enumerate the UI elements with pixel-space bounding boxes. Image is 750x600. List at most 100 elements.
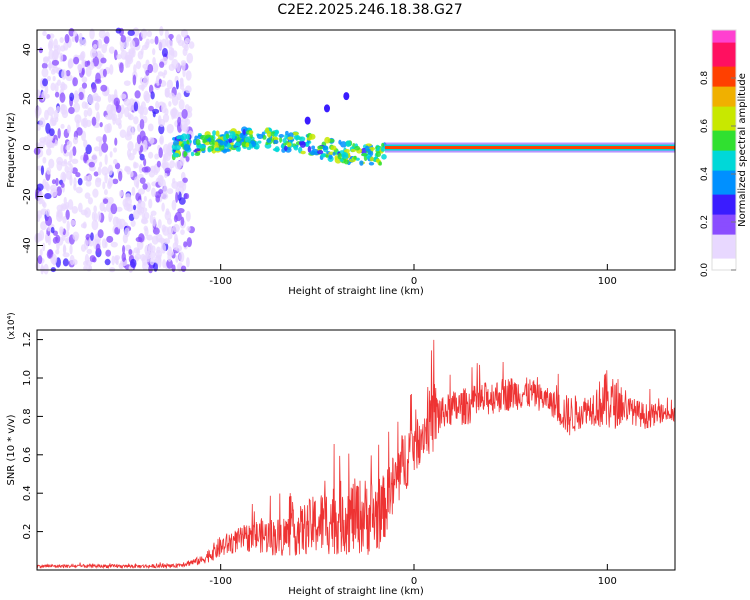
spectrogram-noise-cell bbox=[127, 152, 135, 161]
spectrogram-noise-cell bbox=[174, 211, 182, 222]
colorbar-step bbox=[712, 266, 736, 271]
colorbar-step bbox=[712, 214, 736, 219]
spectrogram-noise-cell bbox=[69, 92, 75, 102]
spectrogram-noise-cell bbox=[54, 91, 60, 98]
figure-title: C2E2.2025.246.18.38.G27 bbox=[277, 2, 462, 18]
spectrogram-trace-cell bbox=[195, 138, 201, 146]
spectrogram-ytick-label: 20 bbox=[22, 92, 33, 105]
spectrogram-noise-cell bbox=[95, 177, 102, 183]
spectrogram-noise-cell bbox=[169, 160, 176, 169]
spectrogram-noise-cell bbox=[184, 192, 190, 200]
spectrogram-noise-cell bbox=[99, 122, 103, 128]
spectrogram-trace-cell bbox=[284, 133, 288, 140]
spectrogram-noise-cell bbox=[60, 182, 65, 188]
spectrogram-noise-cell bbox=[183, 120, 188, 131]
spectrogram-noise-cell bbox=[45, 148, 52, 156]
spectrogram-noise-cell bbox=[124, 196, 132, 207]
spectrogram-noise-cell bbox=[56, 156, 64, 165]
spectrogram-noise-cell bbox=[139, 77, 144, 84]
spectrogram-noise-cell bbox=[40, 208, 48, 216]
spectrogram-noise-cell bbox=[48, 158, 55, 169]
spectrogram-noise-cell bbox=[61, 69, 67, 80]
spectrogram-noise-cell bbox=[168, 47, 174, 56]
spectrogram-trace-cell bbox=[186, 139, 190, 145]
spectrogram-noise-cell bbox=[180, 120, 185, 131]
spectrogram-noise-cell bbox=[38, 229, 45, 241]
spectrogram-streak-cell bbox=[324, 104, 330, 113]
spectrogram-noise-cell bbox=[85, 180, 92, 187]
spectrogram-frame bbox=[36, 29, 676, 271]
colorbar-step bbox=[712, 130, 736, 135]
spectrogram-noise-cell bbox=[163, 238, 171, 245]
spectrogram-noise-cell bbox=[142, 139, 148, 151]
spectrogram-noise-cell bbox=[124, 227, 130, 238]
spectrogram-noise-cell bbox=[168, 33, 174, 40]
spectrogram-trace-cell bbox=[299, 136, 306, 142]
spectrogram-noise-cell bbox=[182, 47, 188, 57]
spectrogram-trace-cell bbox=[369, 150, 374, 156]
spectrogram-noise-cell bbox=[47, 106, 55, 116]
spectrogram-noise-cell bbox=[91, 153, 98, 165]
spectrogram-noise-cell bbox=[127, 141, 134, 152]
spectrogram-noise-cell bbox=[47, 226, 51, 232]
spectrogram-noise-cell bbox=[158, 39, 163, 51]
spectrogram-noise-cell bbox=[71, 36, 76, 42]
spectrogram-noise-cell bbox=[103, 189, 108, 196]
spectrogram-noise-cell bbox=[118, 190, 124, 198]
spectrogram-trace-cell bbox=[344, 148, 350, 153]
spectrogram-noise-cell bbox=[72, 93, 80, 104]
spectrogram-noise-cell bbox=[111, 255, 115, 266]
spectrogram-noise-cell bbox=[166, 258, 173, 269]
spectrogram-noise-cell bbox=[182, 177, 188, 183]
spectrogram-noise-cell bbox=[119, 62, 124, 74]
spectrogram-trace-cell bbox=[378, 161, 382, 166]
spectrogram-noise-cell bbox=[104, 172, 108, 184]
spectrogram-noise-cell bbox=[44, 192, 52, 200]
spectrogram-noise-cell bbox=[158, 118, 166, 127]
spectrogram-streak-cell bbox=[343, 92, 350, 101]
spectrogram-trace-cell bbox=[207, 147, 212, 153]
spectrogram-noise-cell bbox=[146, 234, 153, 241]
spectrogram-noise-cell bbox=[93, 171, 99, 177]
colorbar-step bbox=[712, 34, 736, 39]
spectrogram-noise-cell bbox=[45, 122, 51, 134]
spectrogram-noise-cell bbox=[88, 161, 95, 168]
spectrogram-noise-cell bbox=[142, 183, 148, 190]
spectrogram-noise-cell bbox=[43, 263, 49, 275]
spectrogram-xtick-label: 100 bbox=[598, 276, 617, 287]
spectrogram-noise-cell bbox=[37, 255, 43, 265]
spectrogram-noise-cell bbox=[154, 35, 159, 45]
spectrogram-noise-cell bbox=[60, 103, 66, 111]
spectrogram-noise-cell bbox=[39, 117, 46, 128]
spectrogram-noise-cell bbox=[178, 180, 185, 188]
colorbar-step bbox=[712, 210, 736, 215]
spectrogram-noise-cell bbox=[137, 188, 146, 195]
spectrogram-noise-cell bbox=[184, 37, 191, 44]
spectrogram-noise-cell bbox=[148, 242, 153, 252]
spectrogram-noise-cell bbox=[143, 195, 147, 202]
spectrogram-noise-cell bbox=[179, 156, 185, 166]
spectrogram-noise-cell bbox=[91, 211, 96, 221]
spectrogram-noise-cell bbox=[112, 178, 119, 185]
spectrogram-trace-cell bbox=[299, 141, 306, 148]
spectrogram-noise-cell bbox=[53, 109, 59, 120]
spectrogram-noise-cell bbox=[65, 145, 71, 151]
spectrogram-noise-cell bbox=[112, 115, 116, 125]
spectrogram-trace-cell bbox=[223, 140, 228, 147]
spectrogram-noise-cell bbox=[142, 76, 148, 88]
colorbar: 0.0 0.2 0.4 0.6 0.8 Normalized spectral ampl… bbox=[700, 29, 748, 277]
spectrogram-noise-cell bbox=[40, 165, 45, 176]
spectrogram-noise-cell bbox=[148, 198, 153, 209]
spectrogram-noise-cell bbox=[162, 259, 167, 269]
spectrogram-noise-cell bbox=[93, 44, 98, 50]
spectrogram-noise-cell bbox=[186, 52, 194, 64]
spectrogram-noise-cell bbox=[45, 215, 53, 227]
spectrogram-trace-cell bbox=[353, 155, 357, 160]
spectrogram-noise-cell bbox=[120, 34, 126, 43]
spectrogram-noise-cell bbox=[104, 258, 111, 266]
spectrogram-noise-cell bbox=[148, 169, 156, 178]
spectrogram-noise-cell bbox=[128, 49, 135, 59]
spectrogram-noise-cell bbox=[186, 226, 191, 232]
spectrogram-noise-cell bbox=[52, 75, 56, 82]
colorbar-step bbox=[712, 158, 736, 163]
